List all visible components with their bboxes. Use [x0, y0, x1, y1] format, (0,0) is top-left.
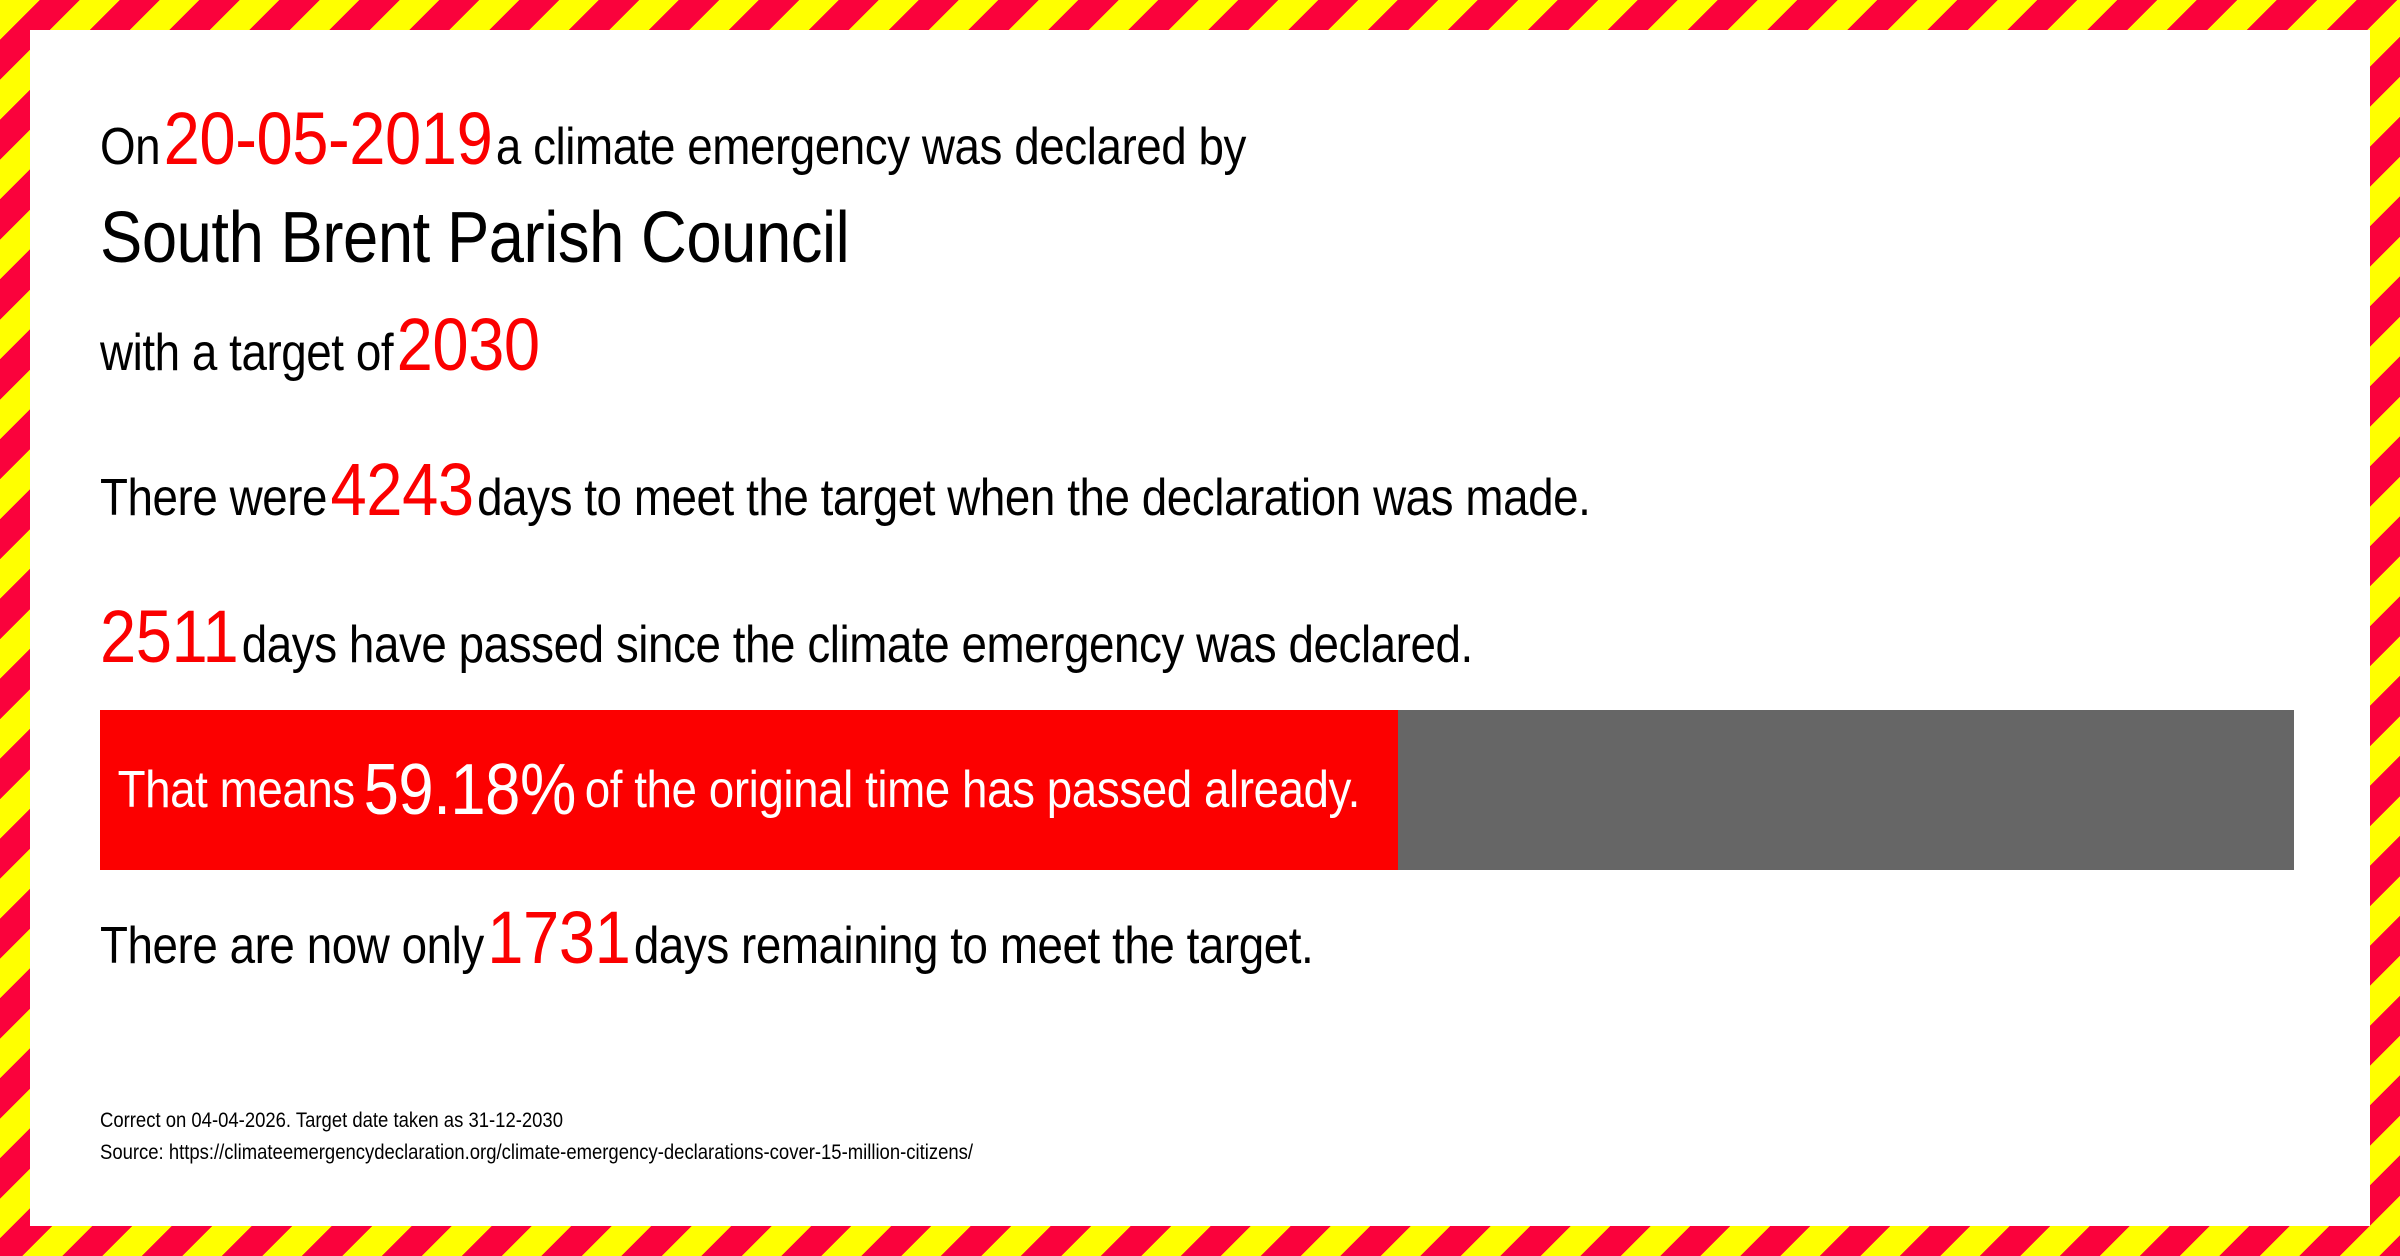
- footer-source-line: Source: https://climateemergencydeclarat…: [100, 1141, 974, 1164]
- target-year: 2030: [396, 303, 541, 386]
- progress-bar: That means 59.18% of the original time h…: [100, 710, 2294, 870]
- progress-suffix: of the original time has passed already.: [584, 761, 1361, 819]
- declaration-line: On 20-05-2019 a climate emergency was de…: [100, 102, 2031, 176]
- days-total-line: There were 4243 days to meet the target …: [100, 453, 2031, 527]
- declaration-suffix: a climate emergency was declared by: [495, 118, 1247, 176]
- target-prefix: with a target of: [100, 324, 394, 382]
- progress-bar-fill: [100, 710, 1399, 870]
- days-passed-line: 2511 days have passed since the climate …: [100, 600, 2031, 674]
- days-passed-suffix: days have passed since the climate emerg…: [241, 616, 1473, 674]
- days-remaining-suffix: days remaining to meet the target.: [633, 917, 1314, 975]
- footer-correct-line: Correct on 04-04-2026. Target date taken…: [100, 1109, 564, 1132]
- council-name: South Brent Parish Council: [100, 198, 850, 278]
- declaration-date: 20-05-2019: [163, 97, 493, 180]
- days-total-value: 4243: [330, 448, 475, 531]
- days-remaining-prefix: There are now only: [100, 917, 484, 975]
- days-remaining-value: 1731: [487, 896, 631, 979]
- declaration-card: On 20-05-2019 a climate emergency was de…: [30, 30, 2370, 1226]
- declaration-prefix: On: [100, 118, 161, 176]
- days-passed-value: 2511: [100, 595, 239, 678]
- progress-percent: 59.18%: [363, 750, 577, 830]
- target-line: with a target of 2030: [100, 308, 2031, 382]
- progress-prefix: That means: [117, 761, 356, 819]
- progress-bar-label: That means 59.18% of the original time h…: [100, 710, 2031, 870]
- days-total-prefix: There were: [100, 469, 328, 527]
- days-total-suffix: days to meet the target when the declara…: [477, 469, 1591, 527]
- days-remaining-line: There are now only 1731 days remaining t…: [100, 901, 2031, 975]
